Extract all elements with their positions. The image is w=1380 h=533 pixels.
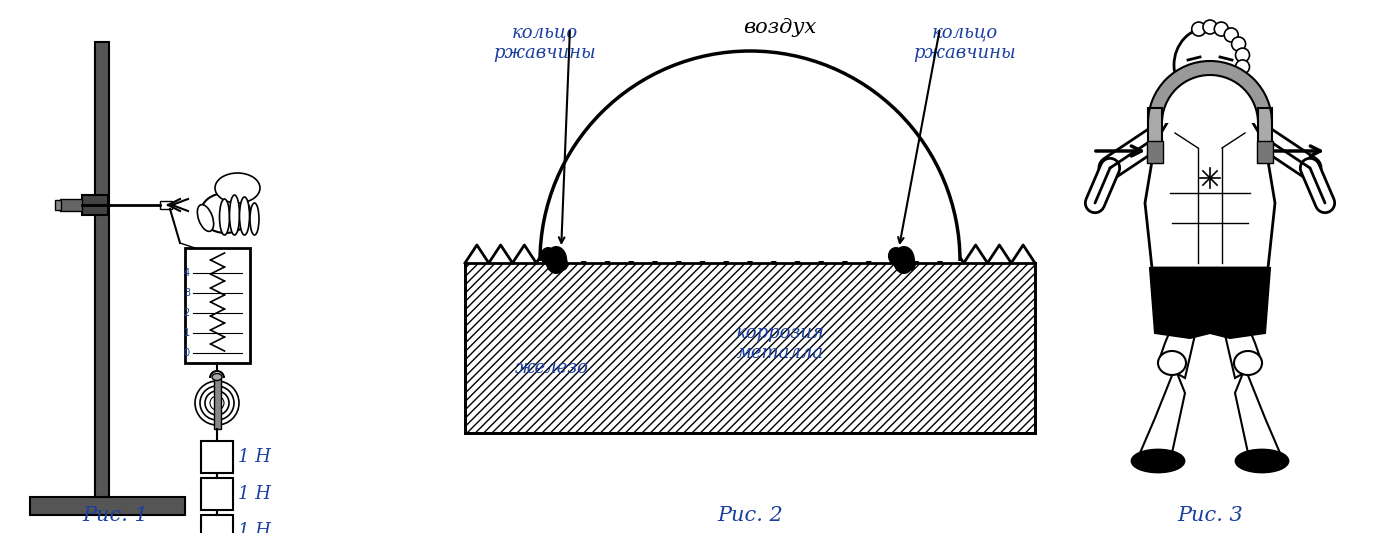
- Text: кольцо
ржавчины: кольцо ржавчины: [494, 23, 596, 62]
- Bar: [1259, 108, 1272, 163]
- Bar: [55, 200, 61, 210]
- Text: Рис. 2: Рис. 2: [718, 506, 782, 525]
- Wedge shape: [1162, 75, 1259, 123]
- Text: железо: железо: [515, 359, 589, 377]
- Bar: [201, 478, 233, 510]
- Ellipse shape: [904, 257, 916, 271]
- Ellipse shape: [893, 246, 915, 274]
- Polygon shape: [1145, 118, 1275, 268]
- Circle shape: [1192, 22, 1206, 36]
- Text: кольцо
ржавчины: кольцо ржавчины: [914, 23, 1016, 62]
- Circle shape: [1231, 71, 1246, 85]
- Ellipse shape: [1174, 27, 1246, 103]
- Circle shape: [1224, 80, 1238, 94]
- Text: 4: 4: [184, 268, 190, 278]
- Bar: [59, 199, 81, 211]
- Bar: [201, 441, 233, 473]
- Ellipse shape: [540, 247, 556, 265]
- Text: 1 Н: 1 Н: [237, 522, 270, 533]
- Ellipse shape: [219, 199, 229, 235]
- Text: 2: 2: [184, 308, 190, 318]
- Wedge shape: [1148, 61, 1272, 123]
- Ellipse shape: [197, 205, 214, 231]
- Circle shape: [1231, 37, 1246, 51]
- Ellipse shape: [556, 257, 569, 271]
- Bar: [81, 195, 108, 215]
- Polygon shape: [1235, 368, 1281, 453]
- Ellipse shape: [1158, 351, 1185, 375]
- Circle shape: [200, 386, 235, 420]
- Bar: [1147, 141, 1163, 163]
- Circle shape: [195, 381, 239, 425]
- Bar: [1148, 108, 1162, 163]
- Text: 1 Н: 1 Н: [237, 448, 270, 466]
- Circle shape: [1224, 28, 1238, 42]
- Bar: [214, 377, 221, 429]
- Polygon shape: [1140, 368, 1185, 453]
- Circle shape: [1235, 48, 1249, 62]
- Ellipse shape: [200, 193, 251, 233]
- Bar: [95, 42, 109, 497]
- Text: 1 Н: 1 Н: [237, 485, 270, 503]
- Circle shape: [1203, 20, 1217, 34]
- Bar: [185, 248, 250, 363]
- Polygon shape: [1220, 283, 1261, 378]
- Text: Рис. 1: Рис. 1: [83, 506, 148, 525]
- Text: 3: 3: [184, 288, 190, 298]
- Polygon shape: [1150, 268, 1270, 338]
- Bar: [465, 263, 1035, 433]
- Ellipse shape: [240, 197, 250, 235]
- Polygon shape: [1158, 283, 1201, 378]
- Circle shape: [1214, 22, 1228, 36]
- Ellipse shape: [1132, 450, 1184, 472]
- Text: коррозия
металла: коррозия металла: [736, 324, 824, 362]
- Circle shape: [1235, 60, 1249, 74]
- Ellipse shape: [887, 247, 904, 265]
- Circle shape: [210, 396, 224, 410]
- Text: H₂O, NaCl: H₂O, NaCl: [647, 149, 803, 176]
- Wedge shape: [540, 51, 960, 261]
- Text: Рис. 3: Рис. 3: [1177, 506, 1243, 525]
- Text: 1: 1: [184, 328, 190, 338]
- Polygon shape: [465, 238, 1035, 263]
- Text: воздух: воздух: [744, 18, 817, 37]
- Polygon shape: [1196, 98, 1224, 118]
- Ellipse shape: [229, 195, 240, 235]
- Ellipse shape: [215, 173, 259, 203]
- Ellipse shape: [1234, 351, 1261, 375]
- Circle shape: [206, 391, 229, 415]
- Text: 0: 0: [184, 348, 190, 358]
- Bar: [1257, 141, 1272, 163]
- Ellipse shape: [545, 246, 567, 274]
- Ellipse shape: [250, 203, 259, 235]
- Bar: [201, 515, 233, 533]
- Ellipse shape: [213, 374, 222, 381]
- Ellipse shape: [1236, 450, 1288, 472]
- Bar: [160, 201, 172, 209]
- Bar: [30, 497, 185, 515]
